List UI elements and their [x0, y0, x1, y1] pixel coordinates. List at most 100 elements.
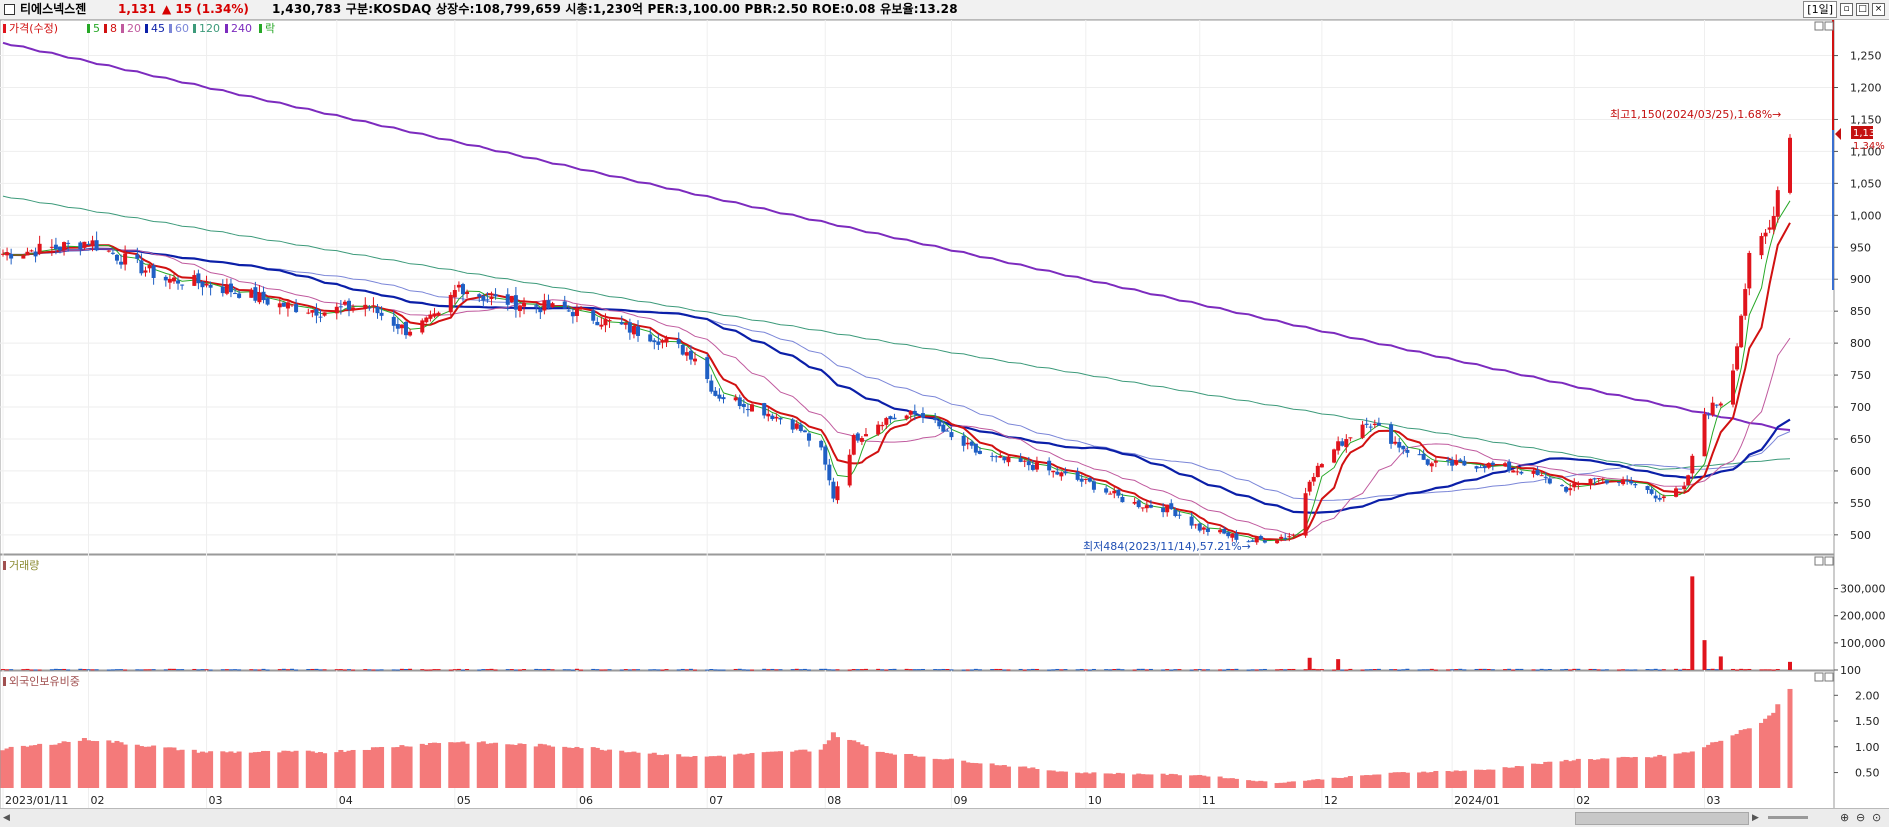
foreign-bar	[1311, 779, 1317, 788]
foreign-bar	[1119, 773, 1125, 788]
volume-bar	[1002, 669, 1007, 671]
volume-bar	[489, 668, 494, 670]
volume-bar	[1319, 669, 1324, 671]
select-checkbox[interactable]	[4, 4, 15, 15]
foreign-bar	[1421, 771, 1427, 788]
date-tick-label: 10	[1088, 794, 1102, 807]
foreign-bar	[749, 753, 755, 788]
date-tick-label: 09	[953, 794, 967, 807]
candle-body	[1629, 481, 1634, 484]
stock-name[interactable]: 티에스넥스젠	[20, 2, 87, 16]
volume-bar	[1743, 669, 1748, 671]
volume-bar	[619, 669, 624, 671]
foreign-bar	[578, 748, 584, 788]
volume-bar	[1022, 669, 1027, 671]
candle-body	[1063, 471, 1068, 474]
foreign-bar	[598, 749, 604, 788]
scroll-thumb[interactable]	[1575, 812, 1749, 825]
foreign-panel-max-icon[interactable]	[1814, 672, 1824, 682]
volume-bar	[171, 668, 176, 670]
volume-bar	[1405, 668, 1410, 670]
foreign-bar	[1274, 783, 1280, 788]
maximize-icon[interactable]: □	[1856, 3, 1869, 16]
volume-bar	[310, 668, 315, 670]
volume-axis: 300,000 200,000 100,000 100	[1834, 583, 1886, 677]
volume-bar	[1018, 668, 1023, 670]
volume-bar	[717, 669, 722, 671]
price-panel-max-icon[interactable]	[1814, 21, 1824, 31]
candle-body	[1030, 464, 1035, 470]
zoom-out-icon[interactable]: ⊖	[1856, 811, 1866, 824]
volume-bar	[338, 669, 343, 671]
volume-bar	[1059, 669, 1064, 671]
volume-bar	[998, 668, 1003, 670]
volume-panel-max-icon[interactable]	[1814, 556, 1824, 566]
candle-body	[1678, 488, 1683, 490]
volume-bar	[1307, 657, 1312, 670]
scroll-right-icon[interactable]: ▶	[1752, 813, 1759, 823]
foreign-bar	[1563, 759, 1569, 788]
zoom-reset-icon[interactable]: ⊙	[1872, 811, 1882, 824]
candle-body	[827, 464, 832, 481]
volume-bar	[827, 669, 832, 671]
volume-bar	[261, 668, 266, 670]
volume-bar	[1205, 669, 1210, 671]
zoom-in-icon[interactable]: ⊕	[1840, 811, 1850, 824]
scroll-bar[interactable]: ◀ ▶ ⊕ ⊖ ⊙	[0, 808, 1889, 827]
foreign-bar	[773, 751, 779, 788]
candle-body	[688, 350, 693, 360]
restore-icon[interactable]: ▫	[1840, 3, 1853, 16]
foreign-bar	[1058, 771, 1064, 788]
price-panel-close-icon[interactable]	[1824, 21, 1834, 31]
foreign-tick-label: 1.50	[1855, 715, 1880, 728]
foreign-bar	[199, 751, 205, 788]
foreign-bar	[395, 747, 401, 788]
candle-body	[420, 320, 425, 333]
stock-chart[interactable]: 가격(수정) 5 8 20 45 60 120 240 락 5005506006…	[0, 20, 1889, 808]
period-selector[interactable]: [1일]	[1803, 1, 1837, 18]
foreign-bar	[1217, 776, 1223, 788]
volume-bar	[1026, 669, 1031, 671]
foreign-title-swatch	[3, 677, 6, 686]
candle-body	[1368, 426, 1373, 428]
candle-body	[314, 308, 319, 316]
volume-bar	[546, 668, 551, 670]
volume-bar	[5, 669, 10, 671]
volume-panel-close-icon[interactable]	[1824, 556, 1834, 566]
candle-body	[1205, 528, 1210, 532]
foreign-bar	[1091, 772, 1097, 788]
foreign-bar	[647, 753, 653, 788]
volume-bar	[693, 669, 698, 671]
foreign-bar	[1054, 771, 1060, 788]
candle-body	[1511, 470, 1516, 473]
volume-bar	[1588, 668, 1593, 670]
candle-body	[1087, 477, 1092, 482]
foreign-bar	[1360, 775, 1366, 788]
candle-body	[1735, 346, 1740, 370]
volume-bar	[977, 669, 982, 671]
volume-bar	[265, 669, 270, 671]
volume-bar	[684, 669, 689, 671]
legend-price-swatch	[3, 24, 6, 33]
price-change: ▲ 15 (1.34%)	[162, 2, 249, 16]
candle-body	[888, 416, 893, 420]
volume-bar	[1364, 669, 1369, 671]
volume-bar	[1108, 669, 1113, 671]
candle-body	[1389, 424, 1394, 444]
volume-bar	[322, 669, 327, 671]
legend-ma240: 240	[231, 22, 252, 35]
zoom-slider[interactable]	[1768, 816, 1808, 819]
volume-bar	[1731, 668, 1736, 670]
volume-tick-label: 100,000	[1840, 637, 1886, 650]
volume-bar	[1169, 669, 1174, 671]
volume-bar	[1678, 669, 1683, 671]
volume-bar	[851, 669, 856, 671]
foreign-bar	[362, 749, 368, 788]
close-icon[interactable]: ×	[1872, 3, 1885, 16]
candle-body	[196, 273, 201, 284]
panel-buttons[interactable]	[1814, 21, 1834, 682]
volume-bar	[1535, 669, 1540, 671]
foreign-panel-close-icon[interactable]	[1824, 672, 1834, 682]
candle-body	[1, 253, 5, 255]
scroll-left-icon[interactable]: ◀	[3, 813, 10, 823]
